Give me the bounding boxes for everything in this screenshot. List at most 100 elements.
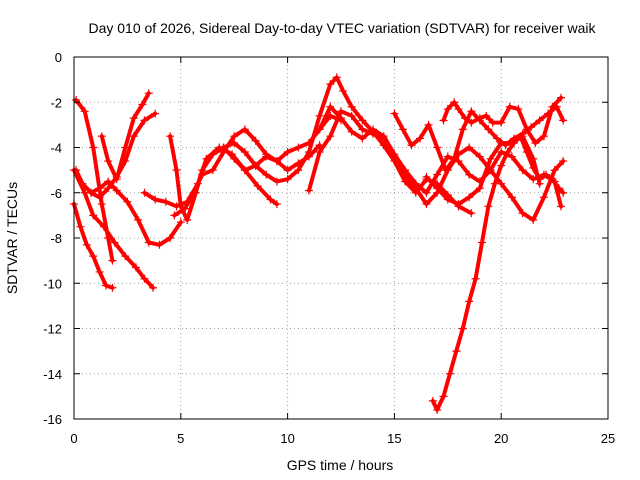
data-point xyxy=(104,184,113,193)
data-point xyxy=(411,184,420,193)
data-point xyxy=(529,215,538,224)
data-point xyxy=(183,197,192,206)
data-point xyxy=(422,188,431,197)
data-point xyxy=(433,170,442,179)
data-point xyxy=(228,150,237,159)
data-point xyxy=(140,116,149,125)
data-point xyxy=(539,193,548,202)
data-point xyxy=(138,100,147,109)
data-point xyxy=(458,125,467,134)
data-point xyxy=(516,132,525,141)
data-point xyxy=(443,152,452,161)
data-point xyxy=(527,123,536,132)
data-point xyxy=(471,274,480,283)
data-point xyxy=(140,274,149,283)
data-point xyxy=(539,132,548,141)
data-point xyxy=(112,175,121,184)
data-point xyxy=(550,166,559,175)
data-point xyxy=(166,234,175,242)
data-point xyxy=(507,193,516,202)
data-point xyxy=(208,166,217,175)
data-point xyxy=(484,125,493,134)
data-point xyxy=(304,186,313,195)
data-point xyxy=(337,114,345,123)
data-point xyxy=(97,132,106,141)
data-point xyxy=(121,157,130,166)
data-point xyxy=(452,347,461,356)
data-point xyxy=(401,170,410,179)
data-point xyxy=(266,195,275,204)
y-tick-label: -14 xyxy=(43,367,62,382)
data-point xyxy=(76,222,85,231)
y-tick-label: -12 xyxy=(43,322,62,337)
data-point xyxy=(407,141,416,150)
data-point xyxy=(99,222,108,231)
data-point xyxy=(208,150,217,159)
data-point xyxy=(304,138,313,147)
series-line-track-4 xyxy=(74,111,158,200)
x-tick-label: 10 xyxy=(280,431,294,446)
data-point xyxy=(475,177,484,186)
data-point xyxy=(518,209,527,218)
data-point xyxy=(87,188,96,197)
data-point xyxy=(108,283,117,292)
y-tick-label: -8 xyxy=(50,231,62,246)
data-point xyxy=(251,161,260,170)
data-point xyxy=(283,166,292,175)
data-point xyxy=(467,107,476,116)
data-point xyxy=(251,136,260,145)
data-point xyxy=(131,263,140,272)
data-point xyxy=(443,105,452,114)
data-point xyxy=(475,114,484,123)
data-point xyxy=(95,193,104,202)
data-point xyxy=(326,132,335,141)
data-point xyxy=(475,152,484,161)
data-point xyxy=(559,116,568,125)
data-point xyxy=(123,197,132,206)
data-point xyxy=(507,152,516,161)
data-point xyxy=(89,252,98,261)
data-point xyxy=(465,193,474,202)
data-point xyxy=(441,166,450,175)
data-point xyxy=(535,116,544,125)
data-point xyxy=(95,184,104,193)
data-point xyxy=(518,166,527,175)
data-point xyxy=(548,102,557,111)
data-point xyxy=(358,134,367,143)
data-point xyxy=(294,143,303,152)
data-point xyxy=(151,109,160,118)
data-point xyxy=(529,163,538,172)
data-point xyxy=(497,138,506,147)
data-point xyxy=(548,175,557,184)
data-point xyxy=(230,132,239,141)
data-point xyxy=(492,134,501,143)
data-point xyxy=(522,125,531,134)
data-point xyxy=(315,141,324,150)
data-point xyxy=(144,238,153,247)
y-axis-label: SDTVAR / TECUs xyxy=(4,182,20,294)
data-point xyxy=(170,211,179,220)
data-point xyxy=(262,170,271,179)
data-point xyxy=(315,125,324,134)
data-point xyxy=(433,405,442,414)
data-point xyxy=(445,369,454,378)
data-point xyxy=(454,150,463,159)
data-point xyxy=(390,109,399,118)
data-point xyxy=(424,120,433,129)
data-point xyxy=(104,157,113,166)
data-point xyxy=(501,141,510,150)
data-point xyxy=(294,159,303,168)
data-point xyxy=(262,150,271,159)
data-point xyxy=(140,188,149,197)
data-point xyxy=(531,138,540,147)
series-line-track-16 xyxy=(430,134,566,412)
data-point xyxy=(505,102,514,111)
data-point xyxy=(490,179,499,188)
data-point xyxy=(422,172,431,181)
data-point xyxy=(230,138,239,147)
data-point xyxy=(315,111,324,120)
data-point xyxy=(181,204,190,213)
grid-lines xyxy=(74,57,608,419)
data-point xyxy=(401,177,410,186)
data-point xyxy=(475,184,484,193)
